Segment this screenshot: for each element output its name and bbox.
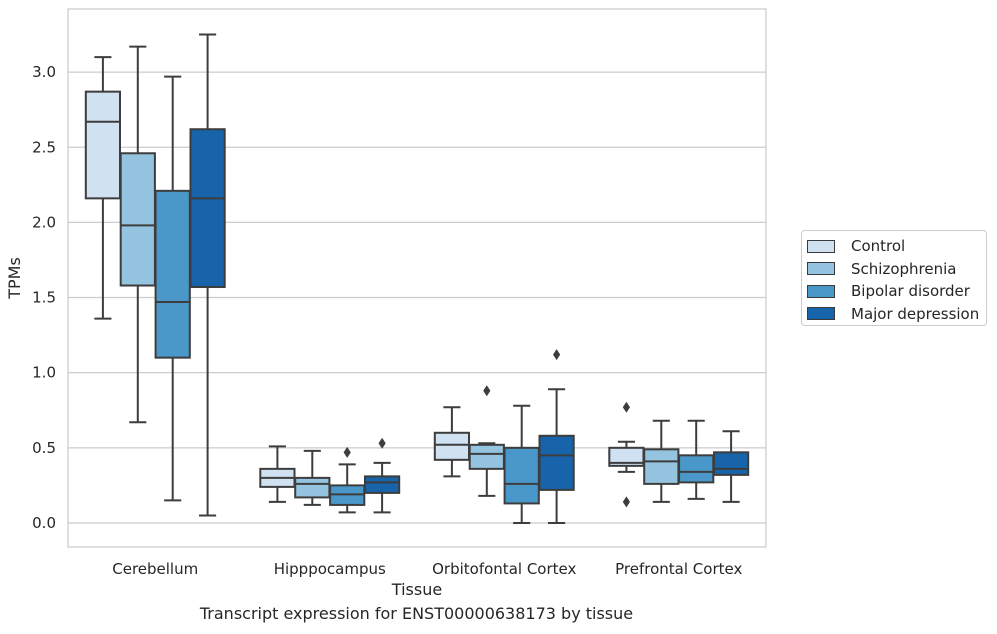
x-tick-label: Prefrontal Cortex (615, 560, 742, 578)
box-iqr (468, 443, 505, 470)
outlier-point (483, 385, 491, 397)
y-tick-label: 0.0 (32, 514, 56, 532)
box-plot (433, 406, 471, 478)
box-plot (189, 33, 226, 517)
y-tick-labels: 0.0 0.5 1.0 1.5 2.0 2.5 3.0 (32, 63, 56, 532)
x-tick-label: Orbitofontal Cortex (432, 560, 576, 578)
box-iqr (433, 431, 471, 461)
box-iqr (154, 189, 191, 359)
legend-item: Major depression (807, 303, 986, 326)
box-iqr (643, 448, 680, 485)
outlier-point (622, 401, 630, 413)
box-plot (363, 437, 401, 514)
outlier-point (553, 349, 561, 361)
legend-label: Major depression (851, 304, 980, 323)
box-iqr (119, 152, 156, 287)
legend-label: Schizophrenia (851, 259, 957, 278)
box-plot (294, 449, 331, 506)
box-iqr (678, 454, 715, 484)
box-iqr (294, 476, 331, 499)
box-iqr (189, 128, 226, 289)
plot-frame (67, 8, 767, 548)
outlier-point (343, 446, 351, 458)
box-plot (503, 404, 540, 524)
legend-item: Schizophrenia (807, 258, 986, 281)
legend-label: Control (851, 237, 906, 256)
legend-swatch (807, 262, 835, 276)
y-tick-label: 2.0 (32, 213, 56, 231)
box-plot (119, 45, 156, 424)
chart-caption: Transcript expression for ENST0000063817… (199, 604, 634, 623)
y-tick-label: 3.0 (32, 63, 56, 81)
box-iqr (84, 90, 122, 200)
x-tick-label: Hipppocampus (274, 560, 386, 578)
y-tick-label: 0.5 (32, 439, 56, 457)
box-iqr (363, 475, 401, 494)
box-iqr (503, 446, 540, 505)
outlier-point (378, 437, 386, 449)
legend-label: Bipolar disorder (851, 282, 970, 301)
box-plot (608, 401, 645, 508)
box-plot (712, 430, 750, 503)
legend: Control Schizophrenia Bipolar disorder Majo… (801, 230, 987, 326)
y-tick-label: 1.5 (32, 289, 56, 307)
outlier-point (622, 496, 630, 508)
box-plot (329, 446, 366, 514)
box-plot (643, 419, 680, 503)
legend-swatch (807, 284, 835, 298)
box-iqr (712, 451, 750, 476)
boxes (84, 33, 750, 524)
y-axis-label: TPMs (5, 257, 24, 300)
legend-swatch (807, 307, 835, 321)
box-plot (468, 385, 505, 497)
y-tick-label: 2.5 (32, 138, 56, 156)
x-tick-label: Cerebellum (112, 560, 198, 578)
x-tick-labels: Cerebellum Hipppocampus Orbitofontal Corte… (112, 560, 742, 578)
box-plot (84, 56, 122, 320)
box-plot (538, 349, 575, 524)
box-plot (678, 419, 715, 500)
x-axis-label: Tissue (391, 580, 442, 599)
box-plot (154, 75, 191, 502)
legend-item: Control (807, 235, 986, 258)
y-tick-label: 1.0 (32, 364, 56, 382)
box-plot (259, 445, 296, 503)
box-iqr (538, 434, 575, 491)
legend-item: Bipolar disorder (807, 280, 986, 303)
legend-swatch (807, 239, 835, 253)
